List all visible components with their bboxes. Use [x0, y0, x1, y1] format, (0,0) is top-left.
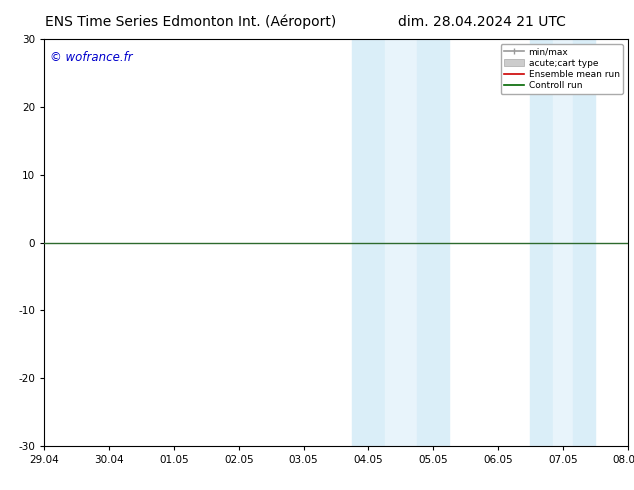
Bar: [353, 39, 385, 446]
Text: dim. 28.04.2024 21 UTC: dim. 28.04.2024 21 UTC: [398, 15, 566, 29]
Bar: [553, 39, 573, 446]
Bar: [385, 39, 417, 446]
Bar: [417, 39, 450, 446]
Legend: min/max, acute;cart type, Ensemble mean run, Controll run: min/max, acute;cart type, Ensemble mean …: [501, 44, 623, 94]
Bar: [531, 39, 553, 446]
Text: © wofrance.fr: © wofrance.fr: [50, 51, 133, 64]
Text: ENS Time Series Edmonton Int. (Aéroport): ENS Time Series Edmonton Int. (Aéroport): [44, 15, 336, 29]
Bar: [573, 39, 595, 446]
